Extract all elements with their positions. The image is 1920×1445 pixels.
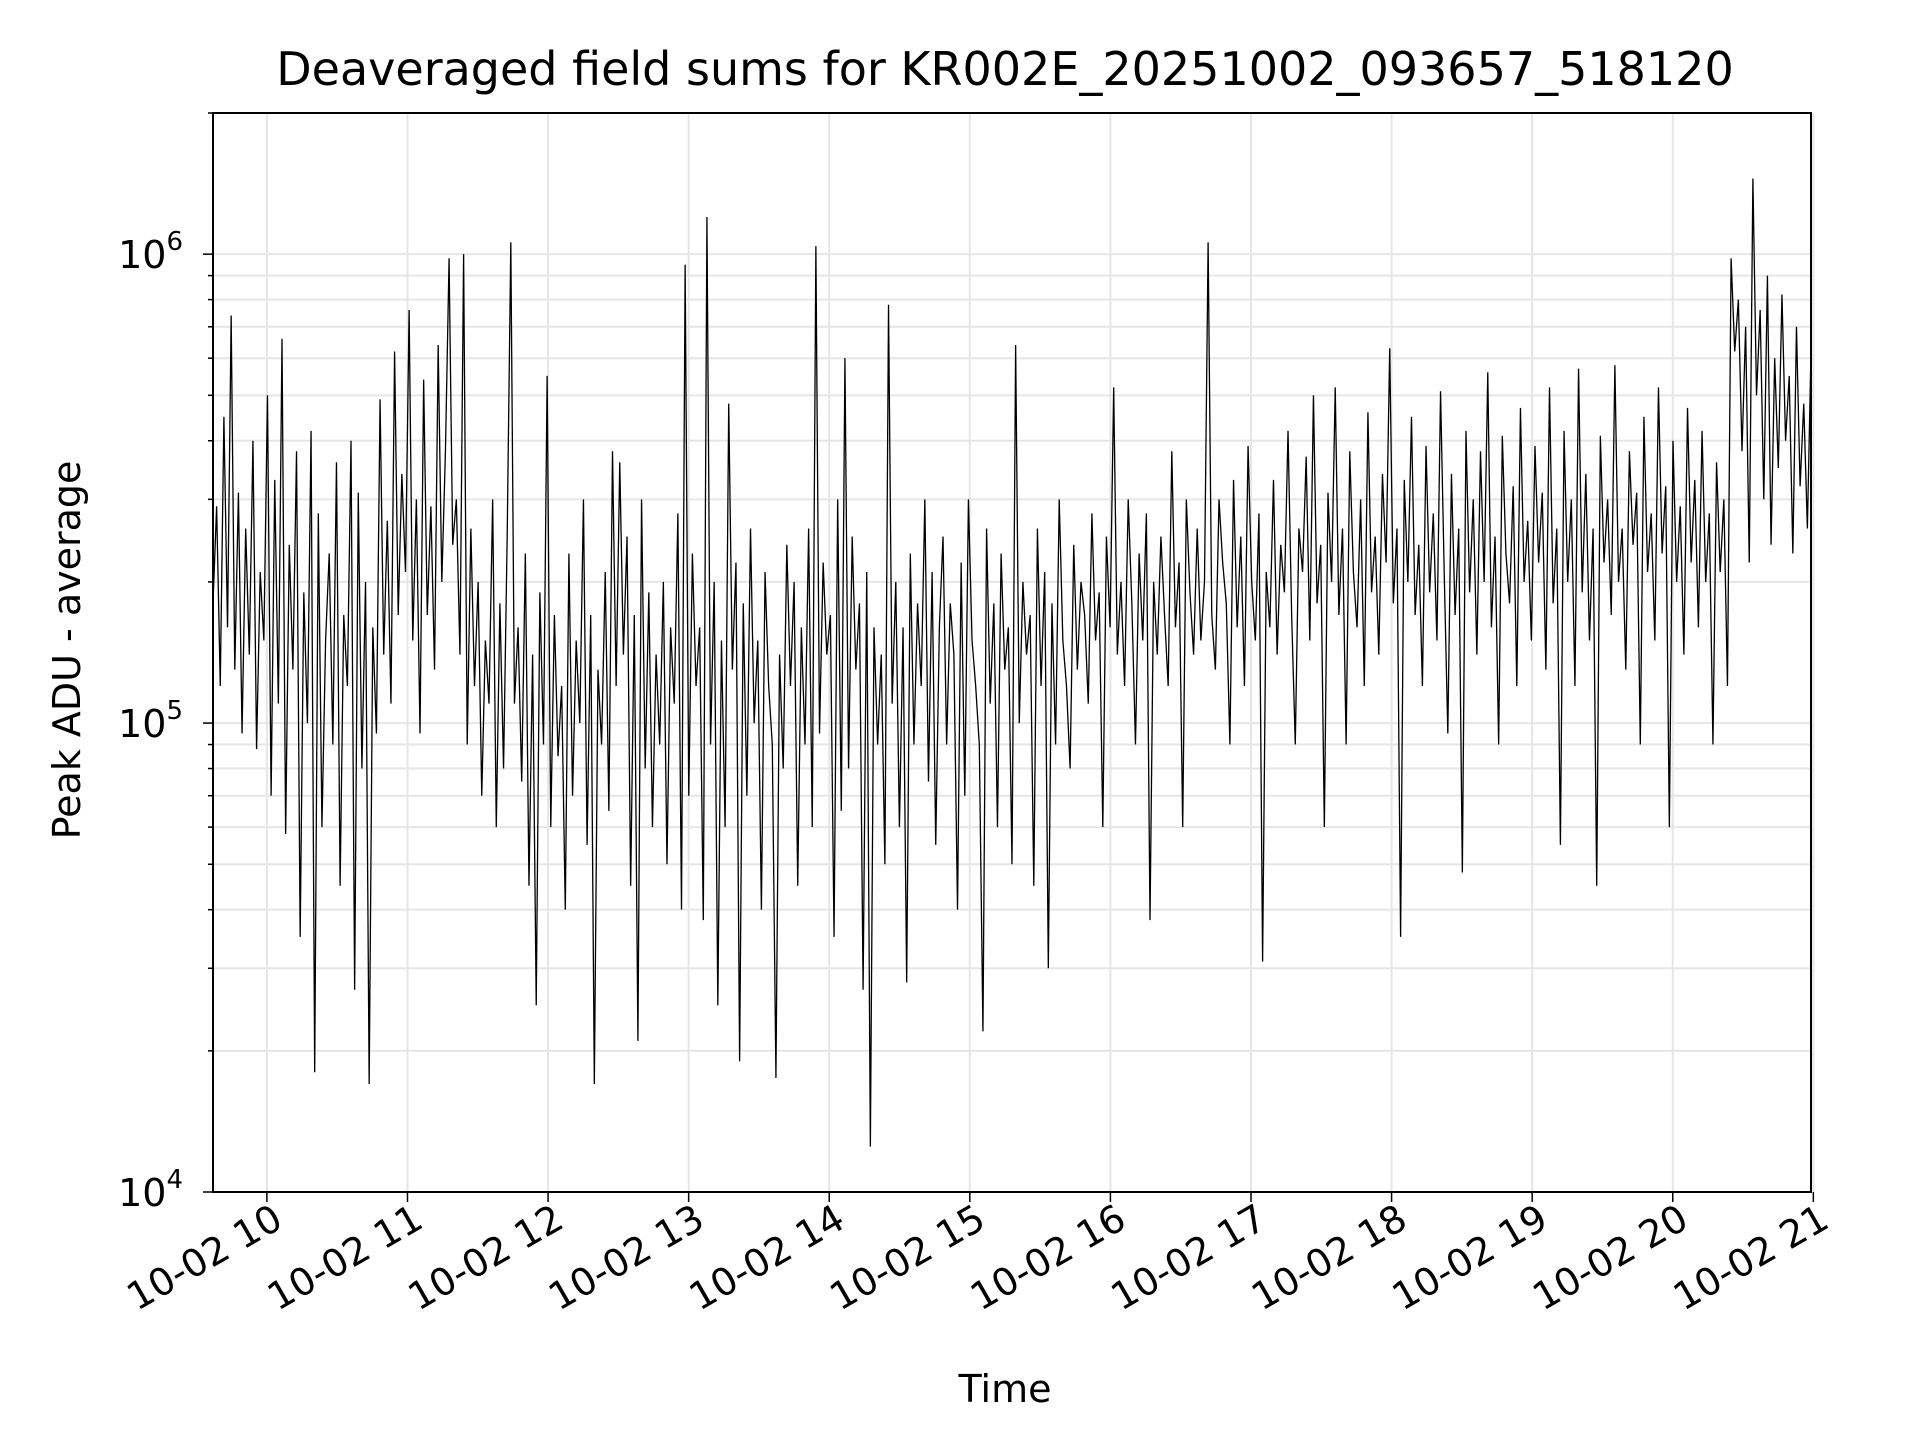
x-tick-label: 10-02 13: [541, 1196, 711, 1320]
x-tick-label: 10-02 20: [1525, 1196, 1695, 1320]
y-tick-base: 10: [118, 233, 166, 277]
x-tick-label: 10-02 12: [401, 1196, 571, 1320]
x-tick-label: 10-02 18: [1244, 1196, 1414, 1320]
x-tick-label: 10-02 11: [260, 1196, 430, 1320]
x-axis-label: Time: [958, 1367, 1052, 1411]
series-line: [212, 178, 1812, 1147]
grid-lines: [213, 112, 1815, 1193]
y-tick-exp: 6: [166, 227, 183, 257]
y-tick-base: 10: [118, 702, 166, 746]
x-tick-label: 10-02 14: [682, 1196, 852, 1320]
x-tick-label: 10-02 19: [1385, 1196, 1555, 1320]
y-tick-base: 10: [118, 1171, 166, 1215]
x-tick-label: 10-02 21: [1666, 1196, 1836, 1320]
y-axis-label: Peak ADU - average: [45, 461, 89, 840]
x-tick-label: 10-02 16: [963, 1196, 1133, 1320]
chart-title: Deaveraged field sums for KR002E_2025100…: [276, 42, 1733, 96]
y-tick-exp: 5: [166, 696, 183, 726]
data-series: [212, 178, 1812, 1147]
y-tick-label: 104: [118, 1165, 183, 1215]
y-tick-label: 106: [118, 227, 183, 277]
y-tick-exp: 4: [166, 1165, 183, 1195]
y-tick-label: 105: [118, 696, 183, 746]
x-tick-label: 10-02 15: [822, 1196, 992, 1320]
x-tick-label: 10-02 17: [1104, 1196, 1274, 1320]
plot-frame: [212, 112, 1812, 1193]
